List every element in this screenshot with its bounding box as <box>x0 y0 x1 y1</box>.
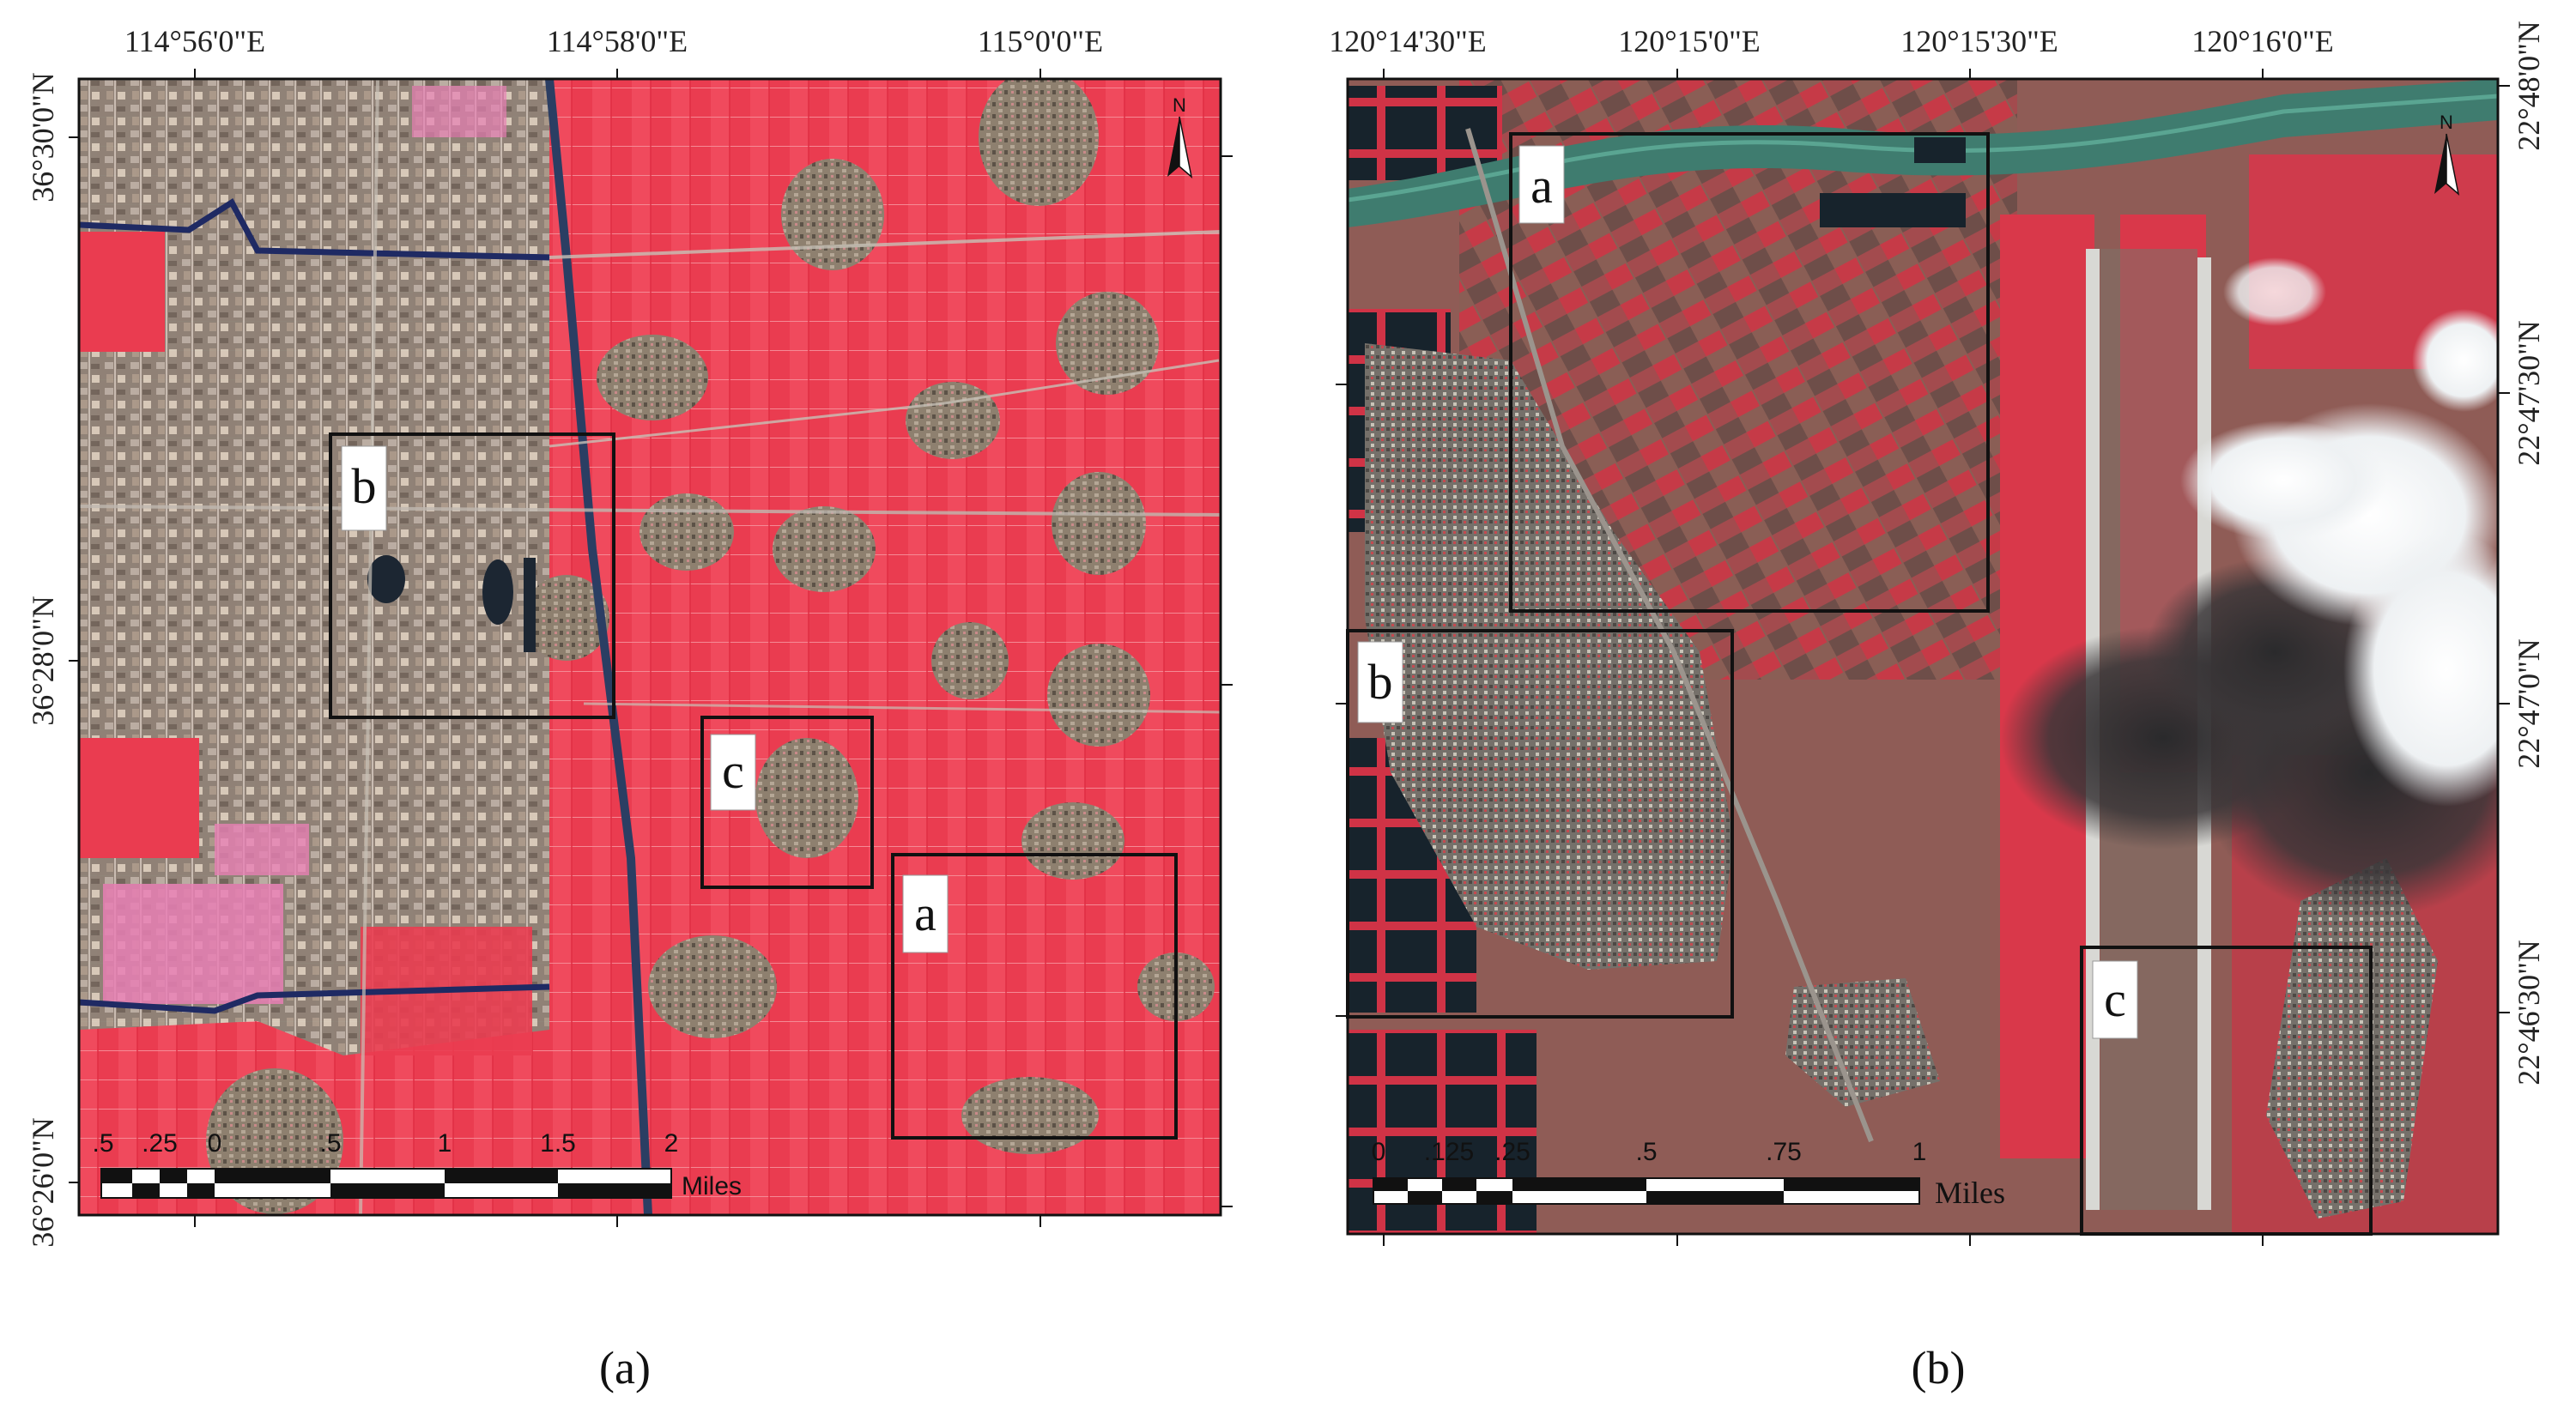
panel-b-scale-label: 1 <box>1912 1138 1927 1166</box>
panel-a-box-c: c <box>700 716 874 889</box>
panel-a-left-tick-label: 36°28'0"N <box>26 596 60 726</box>
panel-b-right-axis: 22°48'0"N 22°47'30"N 22°47'0"N 22°46'30"… <box>2498 21 2546 1085</box>
panel-a-caption: (a) <box>599 1342 651 1394</box>
panel-a-box-b: b <box>329 432 615 719</box>
panel-b-box-a: a <box>1509 132 1990 613</box>
panel-a-left-tick-label: 36°26'0"N <box>26 1117 60 1248</box>
panel-a-top-tick-label: 115°0'0"E <box>978 24 1103 58</box>
panel-a-left-tick-label: 36°30'0"N <box>26 72 60 203</box>
panel-a-north-label: N <box>1173 94 1186 116</box>
panel-b-scale-label: .25 <box>1494 1138 1530 1166</box>
panel-b-right-tick-label: 22°46'30"N <box>2512 940 2546 1085</box>
panel-b-north-arrow: N <box>2434 112 2460 196</box>
panel-b-scale-unit: Miles <box>1935 1176 2005 1210</box>
panel-a-box-label-c: c <box>722 743 744 799</box>
panel-b: 120°14'30"E 120°15'0"E 120°15'30"E 120°1… <box>1329 21 2546 1394</box>
panel-a-scale-label: 1.5 <box>540 1129 576 1158</box>
panel-a-north-arrow: N <box>1167 94 1193 178</box>
panel-b-right-tick-label: 22°48'0"N <box>2512 21 2546 151</box>
panel-b-north-label: N <box>2440 112 2453 133</box>
panel-a: 114°56'0"E 114°58'0"E 115°0'0"E 36°30'0"… <box>26 24 1233 1394</box>
panel-a-top-axis: 114°56'0"E 114°58'0"E 115°0'0"E <box>124 24 1103 79</box>
panel-b-top-tick-label: 120°14'30"E <box>1329 24 1487 58</box>
panel-a-scale-label: 1 <box>438 1129 452 1158</box>
panel-b-top-axis: 120°14'30"E 120°15'0"E 120°15'30"E 120°1… <box>1329 24 2334 79</box>
panel-a-scale-label: 2 <box>664 1129 679 1158</box>
panel-b-scale-label: .5 <box>1635 1138 1657 1166</box>
panel-a-box-label-b: b <box>352 458 377 514</box>
panel-b-scale-label: 0 <box>1372 1138 1386 1166</box>
panel-a-scale-bar: .5 .25 0 .5 1 1.5 2 Miles <box>92 1129 742 1200</box>
panel-b-right-tick-label: 22°47'0"N <box>2512 638 2546 769</box>
panel-a-scale-unit: Miles <box>682 1172 742 1200</box>
panel-a-scale-label: .5 <box>92 1129 113 1158</box>
panel-b-box-c: c <box>2080 946 2373 1236</box>
panel-a-bottom-ticks <box>194 1215 1041 1227</box>
panel-a-top-tick-label: 114°56'0"E <box>124 24 265 58</box>
panel-b-box-label-a: a <box>1530 158 1553 214</box>
panel-a-scale-label: .25 <box>142 1129 178 1158</box>
panel-b-top-tick-label: 120°15'0"E <box>1618 24 1761 58</box>
panel-a-scale-label: 0 <box>208 1129 222 1158</box>
panel-b-box-label-b: b <box>1368 654 1393 710</box>
panel-b-left-ticks <box>1336 384 1348 1017</box>
panel-b-scale-label: .75 <box>1766 1138 1802 1166</box>
panel-b-top-tick-label: 120°16'0"E <box>2191 24 2334 58</box>
panel-b-scale-bar: 0 .125 .25 .5 .75 1 Miles <box>1372 1138 2005 1210</box>
panel-b-caption: (b) <box>1912 1342 1966 1394</box>
panel-a-frame <box>77 77 1222 1217</box>
panel-a-box-label-a: a <box>914 886 936 941</box>
panel-a-scale-label: .5 <box>319 1129 341 1158</box>
panel-a-left-axis: 36°30'0"N 36°28'0"N 36°26'0"N <box>26 72 79 1248</box>
panel-b-image <box>1348 79 2498 1234</box>
panel-a-box-a: a <box>891 853 1178 1140</box>
panel-a-image <box>79 79 1221 1215</box>
panel-a-right-ticks <box>1221 155 1233 1207</box>
panel-b-box-label-c: c <box>2104 971 2126 1027</box>
panel-b-right-tick-label: 22°47'30"N <box>2512 320 2546 466</box>
panel-b-bottom-ticks <box>1383 1234 2264 1246</box>
panel-b-box-b: b <box>1346 629 1734 1019</box>
panel-a-top-tick-label: 114°58'0"E <box>547 24 688 58</box>
panel-b-top-tick-label: 120°15'30"E <box>1900 24 2058 58</box>
panel-b-scale-label: .125 <box>1424 1138 1474 1166</box>
